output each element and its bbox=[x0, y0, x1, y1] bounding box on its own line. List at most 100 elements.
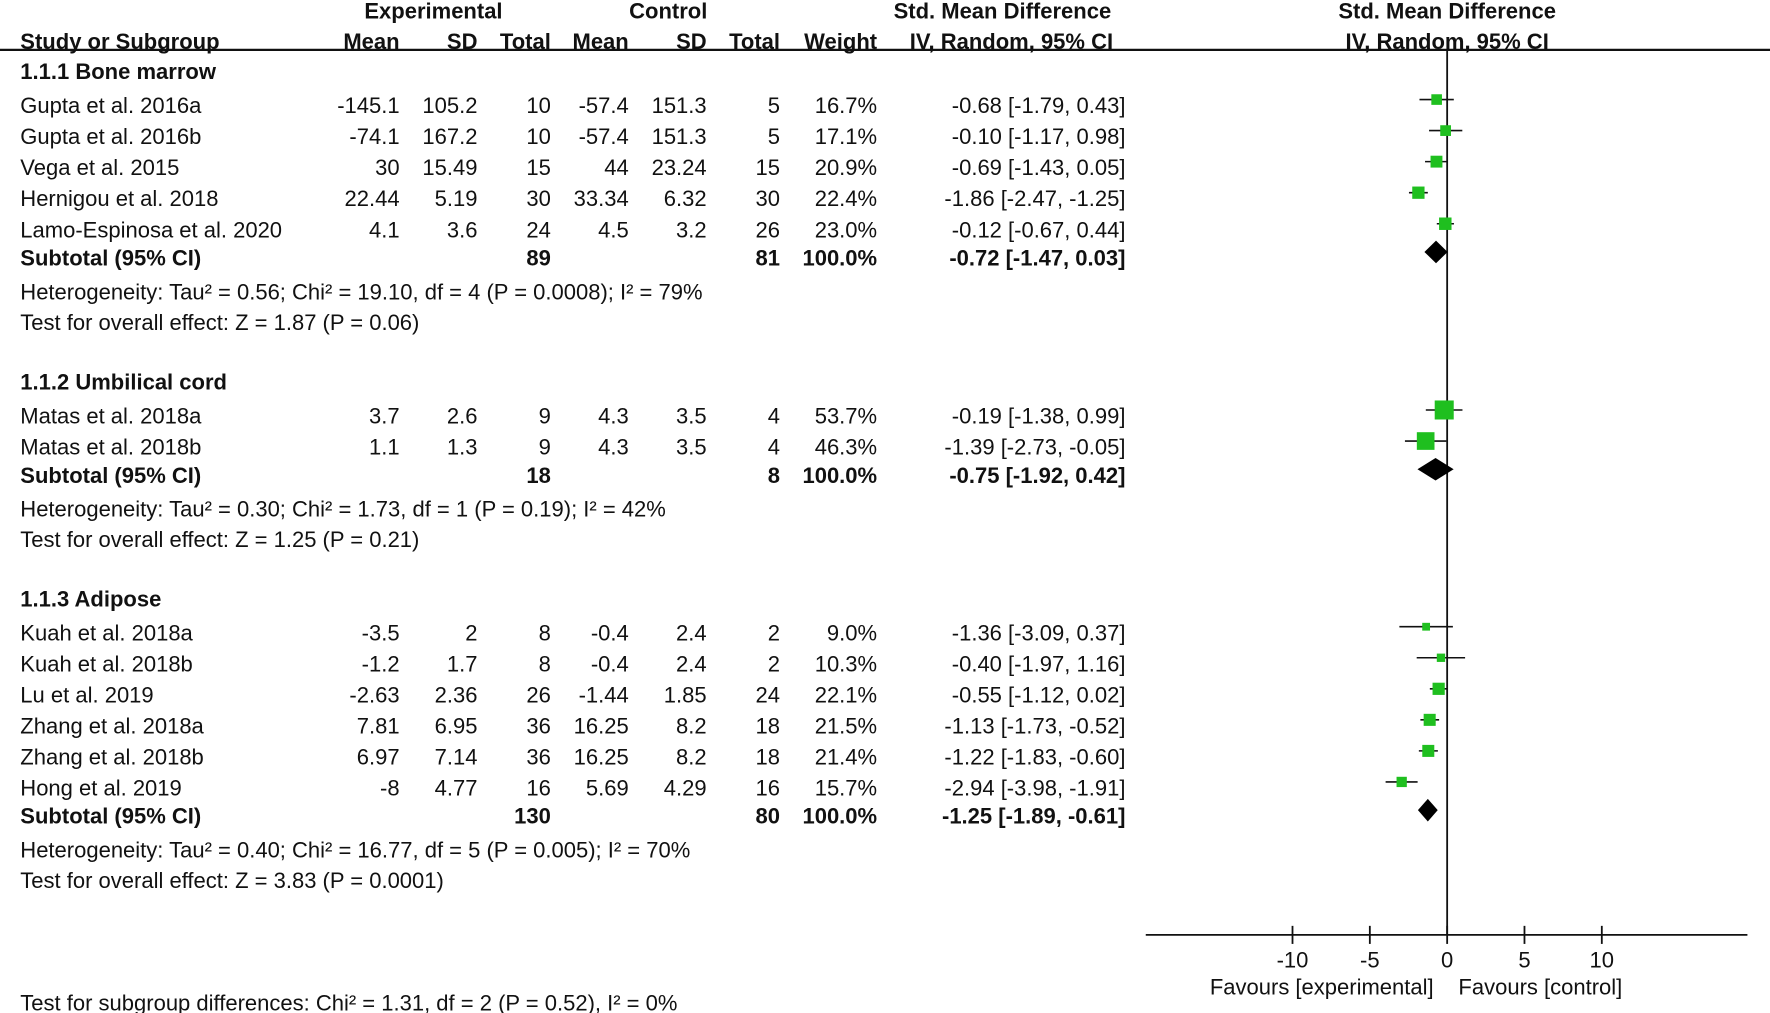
cell-ctl-sd: 3.5 bbox=[676, 404, 707, 429]
cell-ctl-total: 4 bbox=[768, 435, 780, 460]
cell-exp-total: 36 bbox=[526, 744, 550, 769]
cell-smd-ci: -0.68 [-1.79, 0.43] bbox=[952, 93, 1126, 118]
cell-exp-mean: 6.97 bbox=[357, 744, 400, 769]
study-name: Kuah et al. 2018b bbox=[20, 651, 192, 676]
cell-smd-ci: -0.12 [-0.67, 0.44] bbox=[952, 217, 1126, 242]
cell-ctl-total: 16 bbox=[756, 775, 780, 800]
cell-weight: 21.4% bbox=[815, 744, 877, 769]
x-tick-label: 10 bbox=[1590, 948, 1614, 973]
overall-effect-text: Test for overall effect: Z = 3.83 (P = 0… bbox=[20, 868, 444, 893]
cell-exp-total: 24 bbox=[526, 217, 550, 242]
cell-exp-sd: 1.7 bbox=[447, 651, 478, 676]
cell-weight: 16.7% bbox=[815, 93, 877, 118]
cell-exp-mean: 22.44 bbox=[345, 186, 400, 211]
subtotal-exp-total: 18 bbox=[526, 463, 550, 488]
x-tick-label: -5 bbox=[1360, 948, 1380, 973]
cell-exp-total: 8 bbox=[539, 620, 551, 645]
cell-ctl-sd: 2.4 bbox=[676, 620, 707, 645]
cell-exp-total: 8 bbox=[539, 651, 551, 676]
x-tick-label: 0 bbox=[1441, 948, 1453, 973]
study-name: Matas et al. 2018a bbox=[20, 404, 202, 429]
overall-effect-text: Test for overall effect: Z = 1.25 (P = 0… bbox=[20, 527, 419, 552]
cell-ctl-mean: 16.25 bbox=[574, 713, 629, 738]
subtotal-ctl-total: 8 bbox=[768, 463, 780, 488]
study-marker bbox=[1430, 155, 1443, 168]
favours-experimental-label: Favours [experimental] bbox=[1210, 975, 1434, 1000]
cell-ctl-total: 5 bbox=[768, 124, 780, 149]
subtotal-diamond bbox=[1424, 240, 1448, 264]
study-marker bbox=[1431, 94, 1442, 105]
cell-exp-mean: -1.2 bbox=[362, 651, 400, 676]
cell-smd-ci: -1.13 [-1.73, -0.52] bbox=[944, 713, 1125, 738]
favours-control-label: Favours [control] bbox=[1458, 975, 1622, 1000]
overall-effect-text: Test for overall effect: Z = 1.87 (P = 0… bbox=[20, 310, 419, 335]
cell-ctl-mean: 33.34 bbox=[574, 186, 629, 211]
cell-smd-ci: -0.19 [-1.38, 0.99] bbox=[952, 404, 1126, 429]
study-name: Lu et al. 2019 bbox=[20, 682, 153, 707]
cell-exp-mean: 7.81 bbox=[357, 713, 400, 738]
subtotal-ci: -0.72 [-1.47, 0.03] bbox=[949, 245, 1125, 270]
cell-exp-mean: -3.5 bbox=[362, 620, 400, 645]
subtotal-row: Subtotal (95% CI) 18 8 100.0% -0.75 [-1.92, … bbox=[20, 457, 1454, 488]
cell-exp-sd: 7.14 bbox=[435, 744, 478, 769]
cell-ctl-sd: 23.24 bbox=[652, 155, 707, 180]
subtotal-diamond bbox=[1417, 457, 1454, 481]
study-name: Zhang et al. 2018b bbox=[20, 744, 203, 769]
cell-ctl-sd: 2.4 bbox=[676, 651, 707, 676]
subgroup-title: 1.1.2 Umbilical cord bbox=[20, 370, 227, 395]
subgroup-title: 1.1.3 Adipose bbox=[20, 586, 161, 611]
study-row: Matas et al. 2018b 1.1 1.3 9 4.3 3.5 4 46.3% -1.… bbox=[20, 432, 1447, 460]
subtotal-diamond bbox=[1417, 798, 1438, 822]
study-row: Gupta et al. 2016a -145.1 105.2 10 -57.4 151.… bbox=[20, 93, 1454, 118]
study-marker bbox=[1440, 125, 1451, 136]
cell-exp-sd: 167.2 bbox=[422, 124, 477, 149]
cell-exp-mean: -145.1 bbox=[337, 93, 399, 118]
cell-exp-total: 16 bbox=[526, 775, 550, 800]
cell-ctl-mean: -1.44 bbox=[579, 682, 629, 707]
cell-ctl-total: 26 bbox=[756, 217, 780, 242]
study-row: Zhang et al. 2018a 7.81 6.95 36 16.25 8.2 18 21… bbox=[20, 713, 1440, 738]
cell-exp-sd: 2.6 bbox=[447, 404, 478, 429]
cell-ctl-sd: 8.2 bbox=[676, 744, 707, 769]
cell-ctl-sd: 3.2 bbox=[676, 217, 707, 242]
cell-ctl-total: 2 bbox=[768, 620, 780, 645]
cell-smd-ci: -1.86 [-2.47, -1.25] bbox=[944, 186, 1125, 211]
cell-smd-ci: -1.22 [-1.83, -0.60] bbox=[944, 744, 1125, 769]
header-experimental: Experimental bbox=[364, 0, 502, 23]
cell-exp-sd: 3.6 bbox=[447, 217, 478, 242]
cell-ctl-total: 30 bbox=[756, 186, 780, 211]
cell-ctl-mean: 4.3 bbox=[598, 404, 629, 429]
study-row: Gupta et al. 2016b -74.1 167.2 10 -57.4 151.3… bbox=[20, 124, 1463, 149]
study-marker bbox=[1423, 713, 1436, 726]
subtotal-label: Subtotal (95% CI) bbox=[20, 245, 201, 270]
cell-weight: 15.7% bbox=[815, 775, 877, 800]
cell-exp-sd: 1.3 bbox=[447, 435, 478, 460]
x-tick-label: -10 bbox=[1277, 948, 1309, 973]
cell-exp-sd: 105.2 bbox=[422, 93, 477, 118]
header-smd-title: Std. Mean Difference bbox=[894, 0, 1112, 23]
study-row: Lu et al. 2019 -2.63 2.36 26 -1.44 1.85 24 22.1… bbox=[20, 682, 1448, 707]
cell-exp-sd: 6.95 bbox=[435, 713, 478, 738]
study-marker bbox=[1439, 217, 1452, 230]
cell-ctl-sd: 151.3 bbox=[652, 93, 707, 118]
study-marker bbox=[1396, 776, 1407, 788]
cell-weight: 53.7% bbox=[815, 404, 877, 429]
cell-ctl-total: 15 bbox=[756, 155, 780, 180]
heterogeneity-text: Heterogeneity: Tau² = 0.40; Chi² = 16.77… bbox=[20, 838, 690, 863]
cell-ctl-mean: 4.3 bbox=[598, 435, 629, 460]
cell-ctl-mean: 16.25 bbox=[574, 744, 629, 769]
study-name: Hong et al. 2019 bbox=[20, 775, 181, 800]
study-row: Kuah et al. 2018b -1.2 1.7 8 -0.4 2.4 2 10.3% -0… bbox=[20, 651, 1466, 676]
cell-weight: 9.0% bbox=[827, 620, 877, 645]
cell-exp-total: 9 bbox=[539, 435, 551, 460]
study-row: Kuah et al. 2018a -3.5 2 8 -0.4 2.4 2 9.0% -1.36… bbox=[20, 620, 1453, 645]
cell-ctl-mean: -57.4 bbox=[579, 124, 629, 149]
study-marker bbox=[1436, 653, 1446, 662]
subtotal-exp-total: 130 bbox=[514, 804, 551, 829]
cell-ctl-sd: 6.32 bbox=[664, 186, 707, 211]
subtotal-label: Subtotal (95% CI) bbox=[20, 804, 201, 829]
cell-ctl-sd: 8.2 bbox=[676, 713, 707, 738]
cell-exp-sd: 2.36 bbox=[435, 682, 478, 707]
cell-exp-sd: 5.19 bbox=[435, 186, 478, 211]
x-tick-label: 5 bbox=[1518, 948, 1530, 973]
